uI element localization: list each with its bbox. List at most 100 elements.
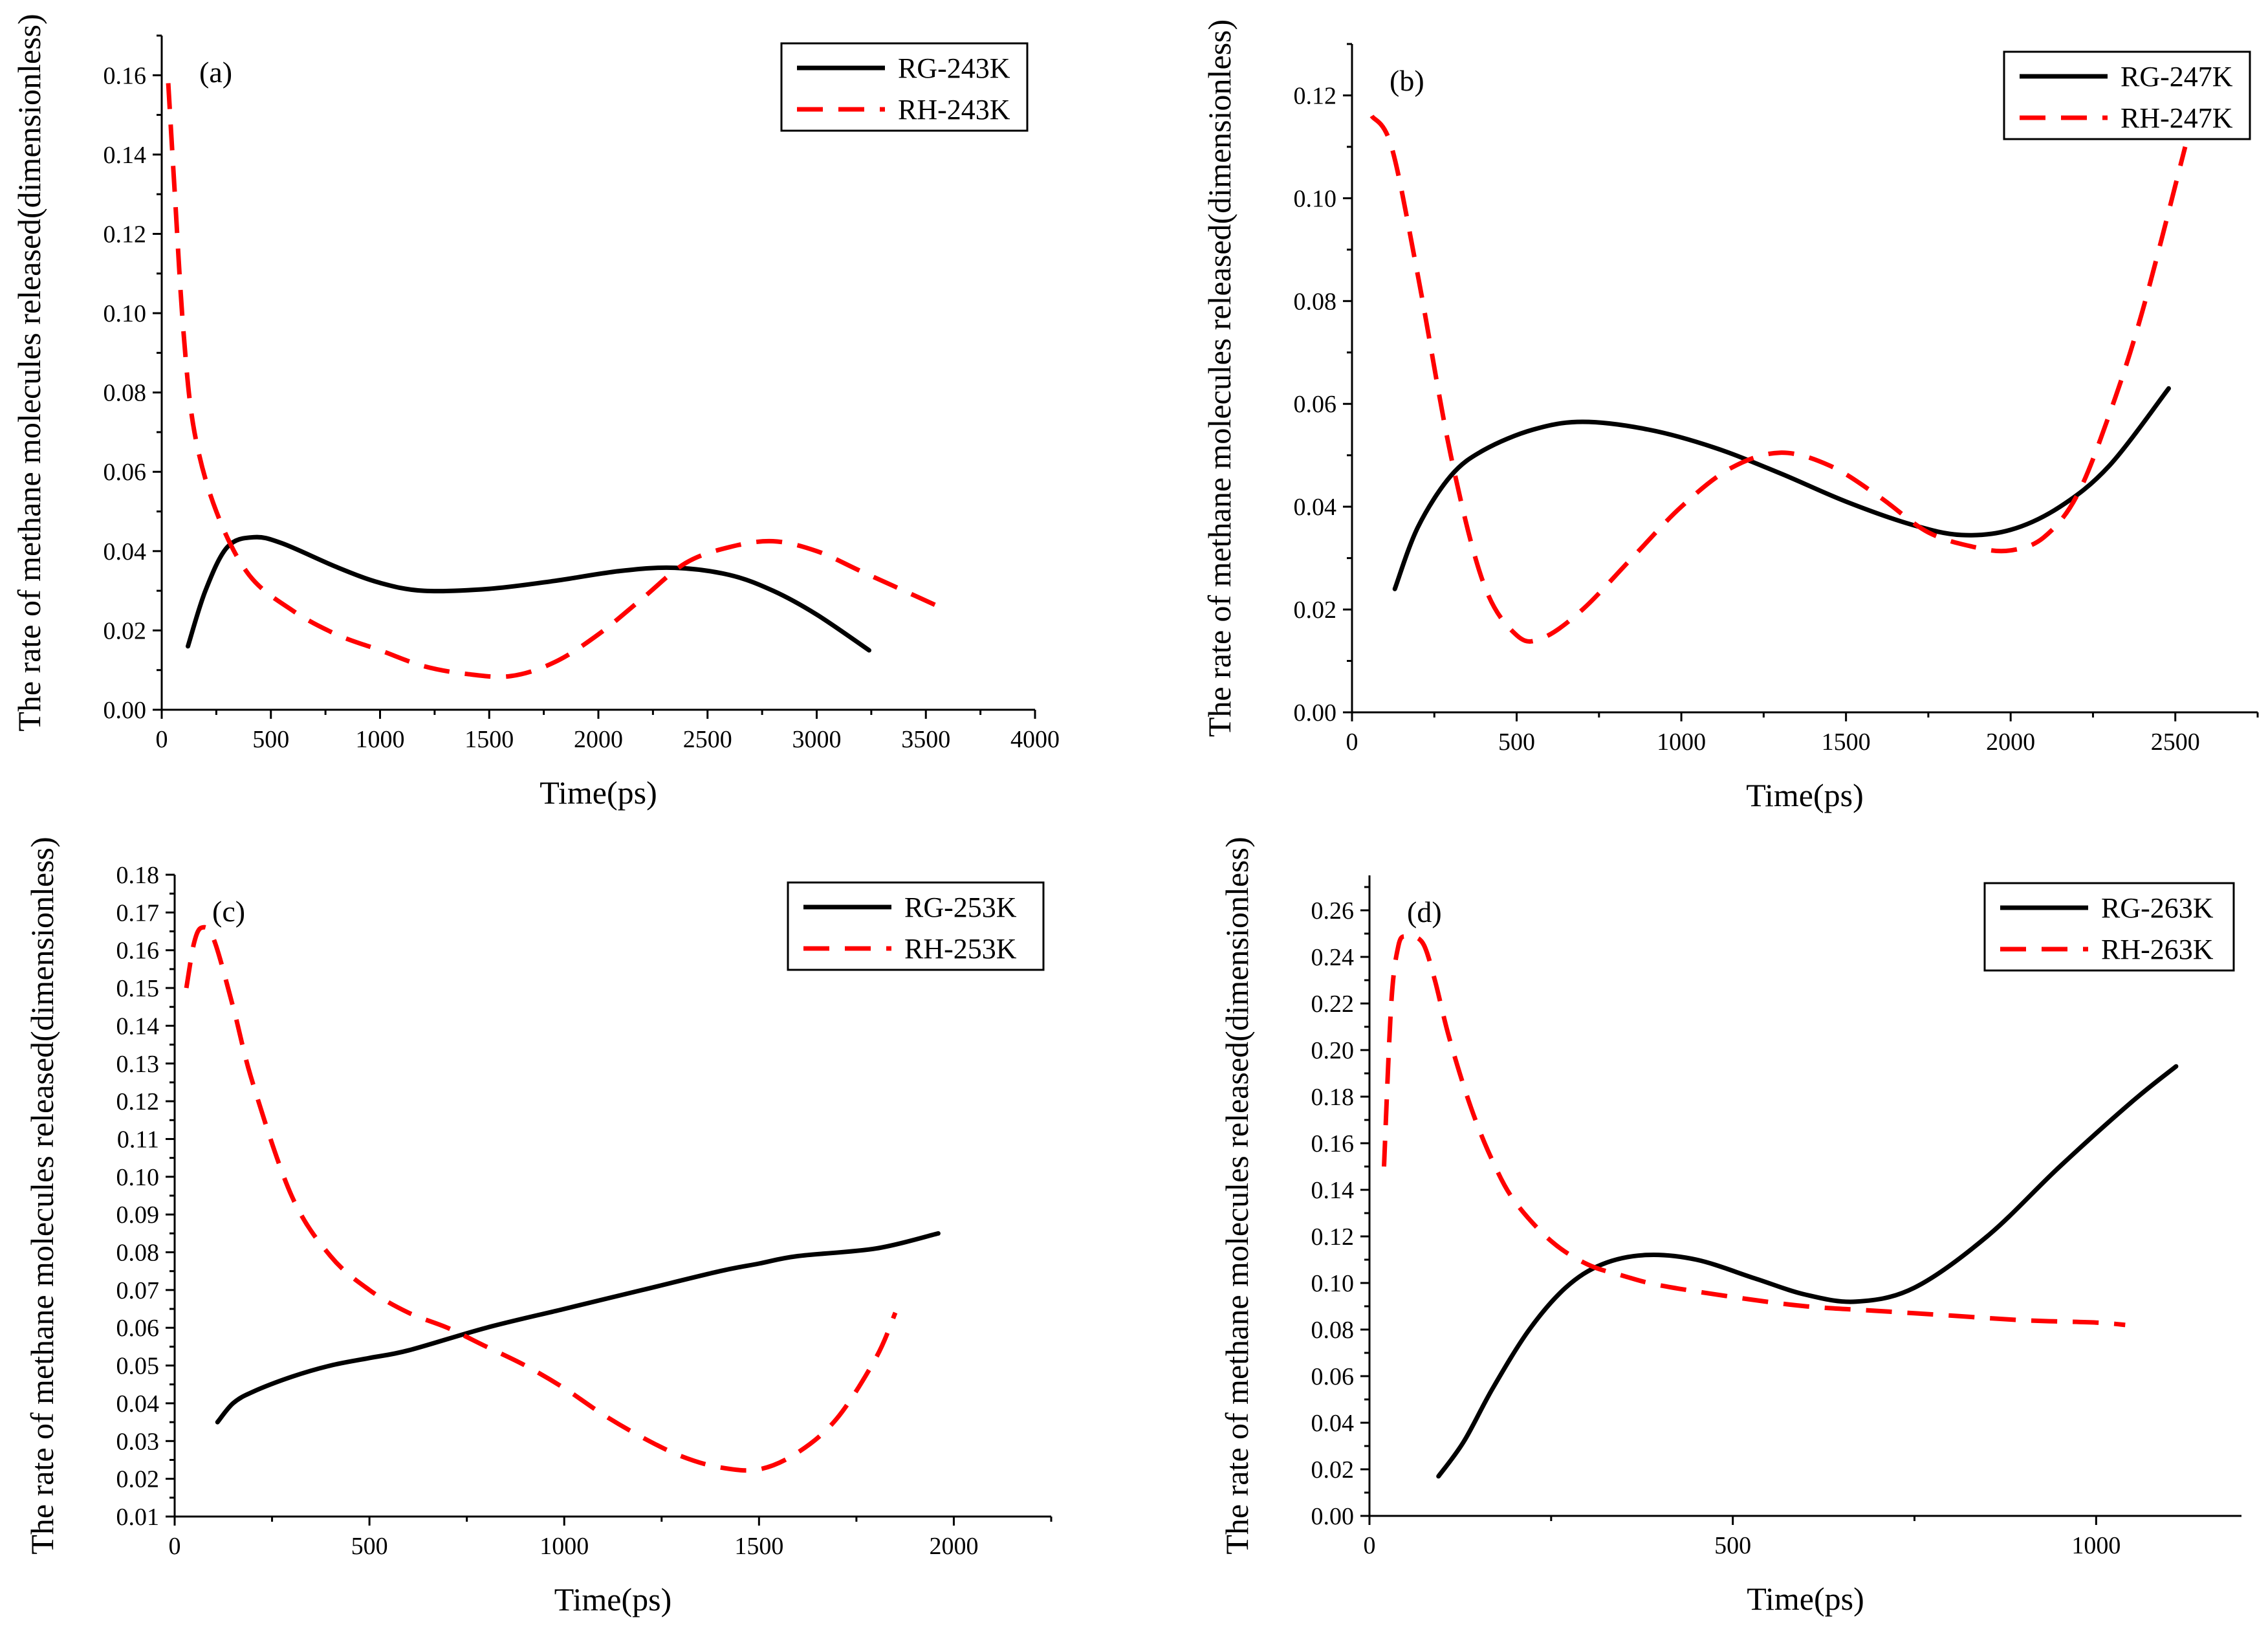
y-tick-label: 0.04 (116, 1390, 160, 1418)
y-tick-label: 0.02 (1311, 1456, 1355, 1484)
legend-entry: RG-253K (904, 892, 1017, 923)
y-tick-label: 0.22 (1311, 991, 1355, 1018)
x-axis-label: Time(ps) (540, 774, 657, 811)
y-tick-label: 0.16 (1311, 1130, 1355, 1157)
y-tick-label: 0.02 (1294, 597, 1337, 624)
x-tick-label: 1000 (356, 726, 405, 753)
y-tick-label: 0.04 (1294, 494, 1337, 521)
y-tick-label: 0.16 (116, 937, 160, 965)
y-axis-label: The rate of methane molecules released(d… (1219, 837, 1255, 1554)
y-tick-label: 0.12 (1294, 82, 1337, 109)
legend-entry: RG-247K (2121, 61, 2233, 93)
legend-entry: RH-263K (2101, 934, 2214, 965)
y-tick-label: 0.08 (1294, 288, 1337, 315)
x-tick-label: 1000 (2071, 1532, 2121, 1559)
y-tick-label: 0.10 (104, 300, 147, 327)
y-tick-label: 0.01 (116, 1504, 160, 1531)
legend-box (780, 42, 1029, 132)
y-tick-label: 0.08 (104, 380, 147, 407)
panel-label: (c) (212, 895, 245, 928)
x-tick-label: 1000 (1657, 729, 1706, 756)
y-tick-label: 0.18 (1311, 1084, 1355, 1111)
y-tick-label: 0.10 (116, 1164, 160, 1191)
series-line-rg-247k (1392, 386, 2171, 591)
x-tick-label: 500 (351, 1533, 388, 1560)
panel-c: 0 500 1000 1500 2000 0.01 0.02 0.03 0.04 0.05 0.06… (24, 837, 1052, 1617)
x-tick-label: 0 (1364, 1532, 1376, 1559)
x-tick-label: 3500 (901, 726, 950, 753)
y-tick-label: 0.12 (116, 1088, 160, 1115)
series-line-rg-243k (186, 534, 871, 653)
panel-label: (a) (199, 56, 232, 89)
x-tick-label: 2500 (2151, 729, 2200, 756)
legend-box (1983, 882, 2235, 972)
y-tick-label: 0.20 (1311, 1037, 1355, 1064)
series-line-rh-263k (1382, 932, 2126, 1328)
y-tick-label: 0.08 (1311, 1317, 1355, 1344)
y-tick-label: 0.13 (116, 1051, 160, 1078)
x-axis-label: Time(ps) (1746, 777, 1864, 813)
legend-entry: RH-247K (2121, 102, 2233, 134)
y-axis-label: The rate of methane molecules released(d… (11, 14, 47, 731)
y-tick-label: 0.15 (116, 975, 160, 1002)
y-tick-label: 0.00 (104, 697, 147, 724)
x-tick-label: 2500 (683, 726, 732, 753)
panel-label: (d) (1407, 895, 1442, 928)
y-tick-label: 0.09 (116, 1201, 160, 1229)
series-line-rh-247k (1369, 114, 2188, 644)
y-tick-label: 0.12 (1311, 1223, 1355, 1251)
y-tick-label: 0.17 (116, 899, 160, 926)
legend-box (787, 881, 1045, 971)
x-tick-label: 2000 (574, 726, 623, 753)
y-tick-label: 0.08 (116, 1240, 160, 1267)
panel-d: 0 500 1000 0.00 0.02 0.04 0.06 0.08 0.10 0.12 0.14… (1219, 837, 2241, 1617)
y-tick-label: 0.10 (1311, 1270, 1355, 1297)
y-tick-label: 0.06 (116, 1315, 160, 1342)
y-tick-label: 0.00 (1294, 699, 1337, 727)
y-tick-label: 0.11 (117, 1126, 159, 1153)
y-tick-label: 0.06 (104, 459, 147, 486)
x-tick-label: 500 (252, 726, 289, 753)
x-tick-label: 1000 (540, 1533, 589, 1560)
y-tick-label: 0.14 (116, 1013, 160, 1040)
panel-b: 0 500 1000 1500 2000 2500 0.00 0.02 0.04 0.06 0.08… (1201, 19, 2259, 813)
y-tick-label: 0.00 (1311, 1503, 1355, 1530)
legend-entry: RG-263K (2101, 892, 2214, 924)
x-tick-label: 0 (1346, 729, 1358, 756)
y-axis-label: The rate of methane molecules released(d… (24, 837, 60, 1554)
y-tick-label: 0.26 (1311, 897, 1355, 925)
panel-label: (b) (1390, 64, 1424, 97)
series-line-rg-253k (215, 1231, 941, 1425)
y-tick-label: 0.04 (104, 538, 147, 565)
y-tick-label: 0.24 (1311, 944, 1355, 971)
series-line-rh-253k (184, 925, 898, 1473)
panel-a: 0 500 1000 1500 2000 2500 3000 3500 4000 0.00 0.02… (11, 14, 1060, 811)
y-tick-label: 0.14 (104, 142, 147, 169)
x-tick-label: 500 (1714, 1532, 1751, 1559)
legend-box (2003, 50, 2251, 140)
series-line-rg-263k (1436, 1064, 2179, 1479)
y-tick-label: 0.06 (1294, 391, 1337, 418)
x-tick-label: 0 (156, 726, 168, 753)
x-tick-label: 500 (1498, 729, 1535, 756)
x-tick-label: 1500 (1822, 729, 1871, 756)
y-tick-label: 0.02 (116, 1466, 160, 1493)
x-tick-label: 3000 (792, 726, 842, 753)
y-tick-label: 0.12 (104, 221, 147, 248)
y-tick-label: 0.04 (1311, 1410, 1355, 1437)
legend-entry: RH-253K (904, 933, 1017, 965)
legend-entry: RH-243K (898, 94, 1010, 126)
x-tick-label: 4000 (1010, 726, 1060, 753)
y-tick-label: 0.10 (1294, 185, 1337, 212)
legend-entry: RG-243K (898, 52, 1010, 84)
x-tick-label: 0 (169, 1533, 181, 1560)
y-tick-label: 0.14 (1311, 1177, 1355, 1204)
y-axis-label: The rate of methane molecules released(d… (1201, 19, 1238, 737)
x-tick-label: 2000 (929, 1533, 978, 1560)
y-tick-label: 0.02 (104, 617, 147, 644)
y-tick-label: 0.05 (116, 1353, 160, 1380)
x-axis-label: Time(ps) (1747, 1581, 1864, 1617)
y-tick-label: 0.07 (116, 1277, 160, 1304)
y-tick-label: 0.18 (116, 862, 160, 889)
